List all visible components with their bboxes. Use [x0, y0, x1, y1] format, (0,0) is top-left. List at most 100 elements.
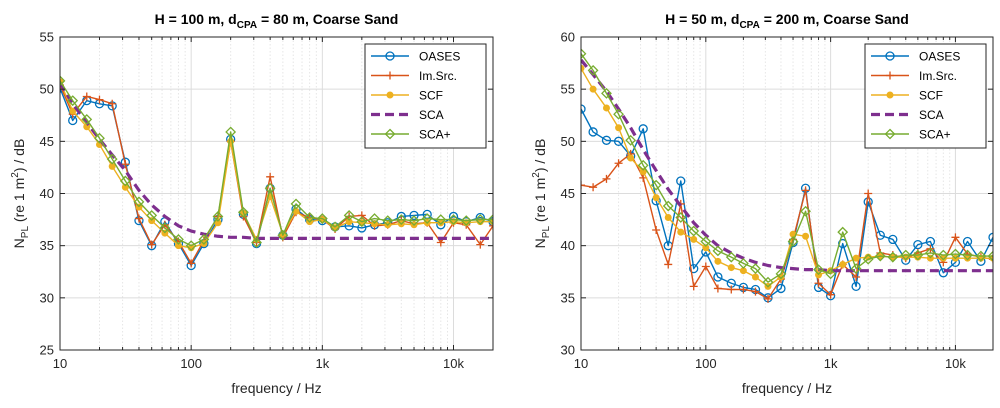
point-sca — [937, 249, 949, 261]
point-sca — [487, 214, 493, 226]
point-sca — [675, 212, 687, 223]
point-oases — [988, 232, 993, 242]
legend-marker-im-src — [386, 71, 394, 80]
point-sca — [343, 209, 355, 221]
point-sca — [94, 132, 105, 144]
legend-label-sca: SCA — [419, 108, 444, 122]
series-line-oases — [581, 108, 993, 299]
point-sca — [329, 221, 341, 233]
y-tick-label: 30 — [40, 290, 54, 305]
point-sca — [581, 48, 587, 60]
x-tick-label: 100 — [695, 356, 717, 371]
y-tick-label: 55 — [561, 82, 575, 97]
point-scf — [214, 219, 222, 227]
point-im-src — [727, 285, 736, 294]
point-sca — [800, 205, 811, 217]
point-sca — [133, 196, 145, 208]
point-scf — [727, 264, 735, 272]
point-scf — [652, 194, 660, 202]
point-sca — [356, 216, 368, 228]
y-tick-label: 50 — [561, 134, 575, 149]
point-sca — [198, 233, 210, 245]
y-tick-label: 35 — [561, 290, 575, 305]
point-im-src — [701, 262, 710, 271]
point-oases — [638, 124, 648, 134]
legend-marker-scf — [886, 91, 894, 99]
point-oases — [689, 263, 699, 274]
point-im-src — [147, 240, 156, 249]
point-sca — [395, 214, 407, 226]
legend-marker-oases — [385, 51, 395, 61]
point-im-src — [82, 92, 91, 101]
point-im-src — [652, 226, 661, 235]
point-sca — [862, 253, 874, 265]
point-sca — [987, 250, 993, 262]
point-im-src — [801, 186, 810, 195]
point-sca — [146, 209, 158, 221]
point-scf — [690, 235, 698, 243]
point-sca — [264, 182, 276, 194]
legend-marker-oases — [885, 51, 895, 61]
point-im-src — [121, 160, 130, 169]
point-im-src — [489, 221, 493, 230]
point-im-src — [826, 290, 835, 299]
point-sca — [460, 215, 472, 227]
point-im-src — [713, 284, 722, 293]
legend-label-im-src: Im.Src. — [919, 69, 957, 83]
point-sca — [950, 248, 961, 260]
point-scf — [664, 213, 672, 221]
point-sca — [185, 240, 197, 252]
point-sca — [775, 268, 787, 280]
point-sca — [650, 179, 662, 191]
point-sca — [962, 249, 973, 261]
point-scf — [602, 104, 610, 112]
point-sca — [435, 214, 447, 226]
legend-marker-im-src — [886, 71, 894, 80]
point-im-src — [864, 189, 873, 198]
series-line-sca — [581, 58, 993, 273]
point-scf — [751, 273, 759, 281]
point-sca — [787, 236, 799, 247]
point-oases — [913, 239, 923, 250]
point-sca — [369, 213, 380, 224]
legend-label-sca: SCA+ — [419, 128, 451, 142]
point-sca — [225, 126, 237, 138]
point-sca — [316, 213, 328, 224]
y-tick-labels: 30 35 40 45 50 55 60 — [561, 30, 575, 358]
point-sca — [712, 245, 724, 257]
x-tick-label: 100 — [180, 356, 202, 371]
point-sca — [625, 134, 637, 146]
point-sca — [662, 200, 674, 212]
point-sca — [237, 206, 249, 218]
legend: OASES Im.Src. SCF SCA SCA+ — [364, 43, 487, 149]
point-oases — [676, 176, 686, 186]
point-sca — [874, 250, 886, 262]
y-tick-label: 30 — [561, 343, 575, 358]
y-tick-label: 40 — [40, 186, 54, 201]
point-im-src — [134, 214, 143, 223]
x-tick-label: 10k — [443, 356, 464, 371]
point-sca — [106, 153, 118, 165]
point-sca — [60, 75, 66, 87]
point-sca — [900, 249, 912, 261]
point-sca — [975, 250, 987, 262]
point-scf — [69, 107, 77, 115]
point-sca — [81, 114, 93, 125]
point-oases — [588, 127, 598, 137]
point-sca — [382, 215, 394, 227]
point-scf — [714, 257, 722, 265]
point-sca — [67, 95, 79, 107]
ticks — [59, 36, 494, 351]
point-sca — [408, 215, 420, 227]
series-line-sca — [581, 53, 993, 283]
point-scf — [639, 168, 647, 176]
point-sca — [448, 214, 459, 226]
point-scf — [345, 218, 353, 226]
point-oases — [938, 268, 948, 278]
point-sca — [737, 257, 749, 269]
x-axis-label: frequency / Hz — [231, 380, 321, 396]
point-sca — [700, 236, 712, 247]
point-sca — [688, 225, 700, 237]
point-sca — [119, 175, 131, 187]
legend: OASES Im.Src. SCF SCA SCA+ — [864, 43, 987, 149]
